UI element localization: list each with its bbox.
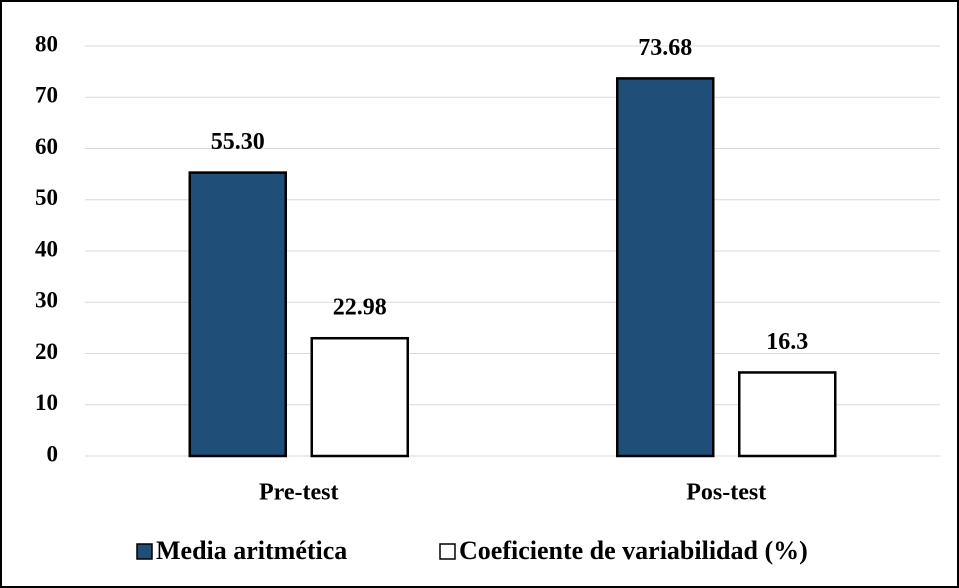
y-tick-label: 20 xyxy=(35,339,58,364)
bar xyxy=(738,371,837,458)
y-tick-label: 70 xyxy=(35,83,58,108)
legend-swatch xyxy=(136,543,153,560)
bar xyxy=(310,336,409,458)
x-tick-label: Pre-test xyxy=(259,480,339,506)
y-tick-label: 30 xyxy=(35,288,58,313)
bar xyxy=(188,171,287,458)
y-tick-label: 60 xyxy=(35,134,58,159)
x-tick-label: Pos-test xyxy=(686,480,766,506)
y-tick-label: 10 xyxy=(35,390,58,415)
legend-label: Media aritmética xyxy=(156,536,347,565)
y-tick-label: 80 xyxy=(35,31,58,56)
y-tick-label: 0 xyxy=(47,441,59,466)
bar xyxy=(616,77,715,458)
value-label: 16.3 xyxy=(766,329,808,355)
value-label: 22.98 xyxy=(333,295,387,321)
value-label: 73.68 xyxy=(638,35,692,61)
legend-swatch xyxy=(439,543,456,560)
value-label: 55.30 xyxy=(211,129,265,155)
legend-label: Coeficiente de variabilidad (%) xyxy=(459,536,808,565)
y-tick-label: 50 xyxy=(35,185,58,210)
y-tick-label: 40 xyxy=(35,236,58,261)
